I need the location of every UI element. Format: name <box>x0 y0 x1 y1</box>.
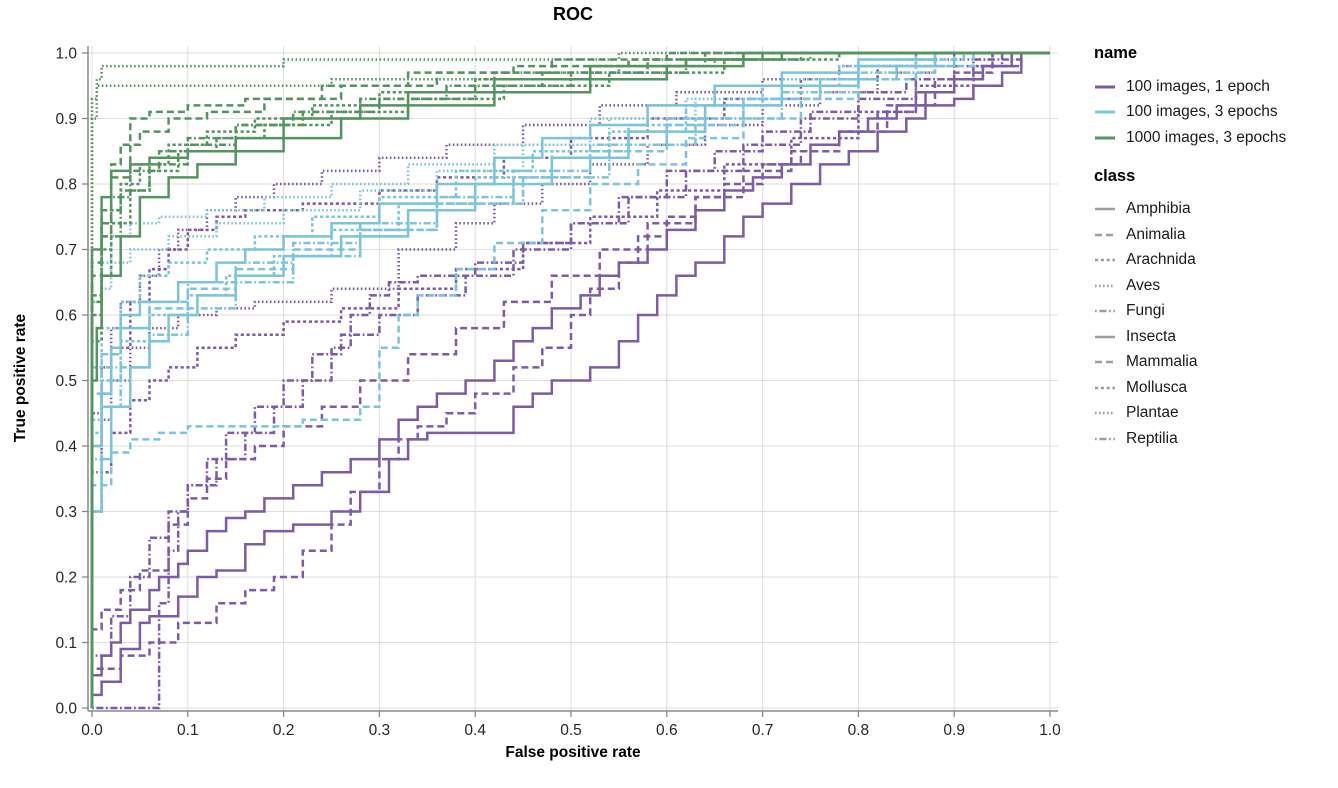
x-tick-label: 0.1 <box>177 722 199 739</box>
y-tick-label: 0.6 <box>55 308 77 325</box>
roc-curve <box>90 51 1050 708</box>
legend-swatch-line <box>1095 386 1115 389</box>
legend-item-class: Insecta <box>1094 324 1338 350</box>
legend-swatch-line <box>1095 335 1115 338</box>
legend-item-class: Plantae <box>1094 401 1338 427</box>
x-tick-label: 0.8 <box>848 722 870 739</box>
legend-swatch-line <box>1095 136 1115 140</box>
legend-label: 1000 images, 3 epochs <box>1126 128 1287 146</box>
legend-swatch-line <box>1095 437 1115 440</box>
y-tick-label: 0.0 <box>55 701 77 718</box>
legend-title-class: class <box>1094 166 1136 185</box>
legend-item-class: Reptilia <box>1094 426 1338 452</box>
legend-label: Aves <box>1126 276 1161 294</box>
legend-item-class: Mammalia <box>1094 350 1338 376</box>
legend-label: Reptilia <box>1126 429 1178 447</box>
legend-item-class: Arachnida <box>1094 248 1338 274</box>
roc-curve <box>90 51 1050 708</box>
roc-curve <box>90 51 1050 708</box>
legend-label: Arachnida <box>1126 251 1196 269</box>
legend-swatch-line <box>1095 110 1115 114</box>
legend-item-class: Amphibia <box>1094 197 1338 223</box>
legend-item-class: Animalia <box>1094 222 1338 248</box>
x-tick-label: 0.0 <box>81 722 103 739</box>
y-tick-label: 0.4 <box>55 439 77 456</box>
roc-curve <box>90 51 1050 708</box>
legend-swatch-line <box>1095 361 1115 364</box>
y-tick-label: 0.2 <box>55 570 77 587</box>
roc-curve <box>90 51 1050 708</box>
y-axis-title: True positive rate <box>12 313 29 443</box>
x-tick-label: 1.0 <box>1039 722 1061 739</box>
legend-swatch-line <box>1095 85 1115 89</box>
legend-label: 100 images, 3 epochs <box>1126 103 1278 121</box>
legend-label: 100 images, 1 epoch <box>1126 77 1270 95</box>
x-tick-label: 0.7 <box>752 722 774 739</box>
roc-curve <box>90 51 1050 708</box>
legend-label: Mollusca <box>1126 378 1188 396</box>
y-tick-label: 0.3 <box>55 504 77 521</box>
y-tick-label: 0.9 <box>55 111 77 128</box>
chart-title: ROC <box>553 4 593 24</box>
legend-item-class: Fungi <box>1094 299 1338 325</box>
x-axis-title: False positive rate <box>505 744 641 761</box>
legend-swatch-line <box>1095 208 1115 211</box>
legend-label: Animalia <box>1126 225 1186 243</box>
x-tick-label: 0.5 <box>560 722 582 739</box>
legend-item-class: Mollusca <box>1094 375 1338 401</box>
legend-label: Mammalia <box>1126 353 1198 371</box>
roc-curve <box>90 51 1050 708</box>
roc-curve <box>90 51 1050 708</box>
roc-curve <box>90 51 1050 708</box>
legend-item-name: 100 images, 1 epoch <box>1094 74 1338 100</box>
legend-section-class: class Amphibia Animalia Arachnida Aves F… <box>1094 167 1338 452</box>
roc-curve <box>90 51 1050 708</box>
roc-curve <box>90 51 1050 708</box>
roc-curve <box>90 51 1050 708</box>
legend-swatch-line <box>1095 412 1115 415</box>
x-tick-label: 0.4 <box>464 722 486 739</box>
x-tick-label: 0.9 <box>943 722 965 739</box>
legend-section-name: name 100 images, 1 epoch 100 images, 3 e… <box>1094 44 1338 151</box>
x-tick-label: 0.6 <box>656 722 678 739</box>
legend-label: Insecta <box>1126 327 1176 345</box>
legend-label: Fungi <box>1126 302 1165 320</box>
legend-swatch-line <box>1095 284 1115 287</box>
y-tick-label: 0.8 <box>55 177 77 194</box>
legend: name 100 images, 1 epoch 100 images, 3 e… <box>1094 44 1338 468</box>
y-tick-label: 0.7 <box>55 242 77 259</box>
y-tick-label: 0.1 <box>55 635 77 652</box>
legend-swatch-line <box>1095 310 1115 313</box>
legend-item-class: Aves <box>1094 273 1338 299</box>
legend-label: Amphibia <box>1126 200 1191 218</box>
legend-label: Plantae <box>1126 404 1179 422</box>
x-tick-label: 0.3 <box>369 722 391 739</box>
legend-item-name: 1000 images, 3 epochs <box>1094 125 1338 151</box>
y-tick-label: 1.0 <box>55 46 77 63</box>
legend-title-name: name <box>1094 44 1138 62</box>
roc-curve <box>90 51 1050 708</box>
roc-plot: 0.0 0.1 0.2 0.3 0.4 0.5 0.6 0.7 0.8 0.9 1.0 0.0 0.1 0… <box>55 46 1061 740</box>
roc-curve <box>90 51 1050 708</box>
legend-swatch-line <box>1095 259 1115 262</box>
roc-curve <box>90 51 1050 708</box>
x-tick-label: 0.2 <box>273 722 295 739</box>
legend-swatch-line <box>1095 233 1115 236</box>
y-tick-label: 0.5 <box>55 373 77 390</box>
legend-item-name: 100 images, 3 epochs <box>1094 100 1338 126</box>
